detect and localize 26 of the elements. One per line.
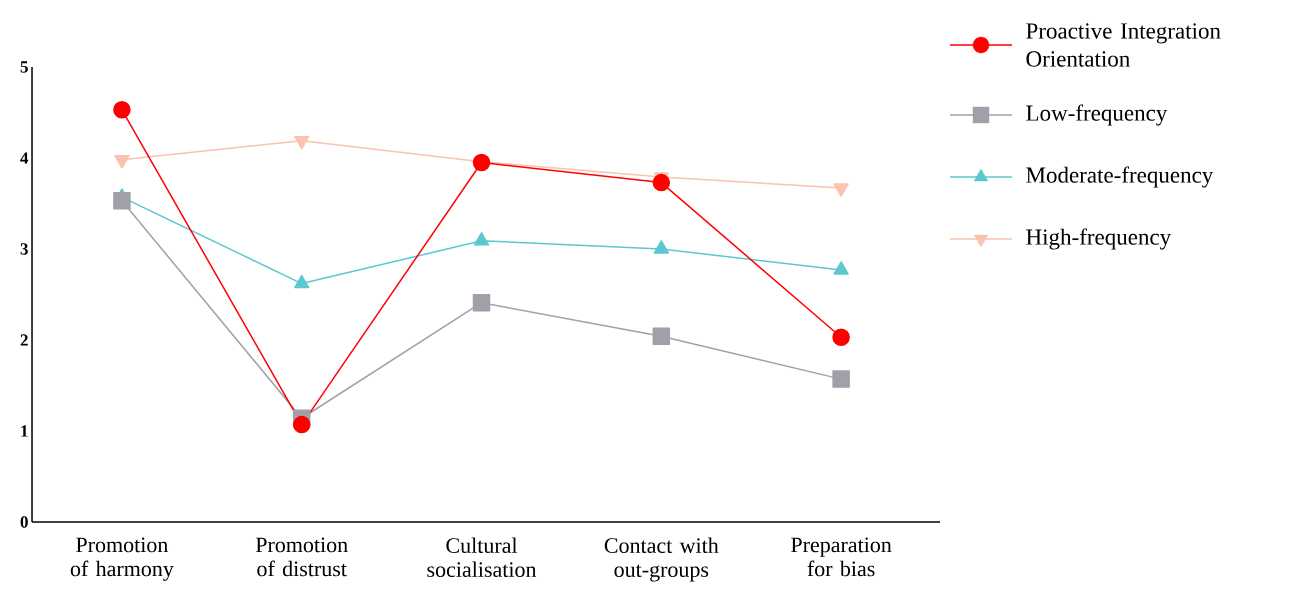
point	[292, 415, 311, 434]
x-tick-label: Promotion of harmony	[70, 537, 174, 581]
legend-label: Moderate-frequency	[1026, 166, 1214, 188]
y-tick-label: 0	[20, 516, 28, 528]
legend-label: Low-frequency	[1026, 104, 1168, 126]
point	[652, 327, 671, 346]
point	[833, 183, 849, 197]
x-tick-label: Cultural socialisation	[427, 537, 537, 577]
y-tick-label: 3	[20, 243, 28, 255]
point	[294, 135, 310, 150]
point	[113, 192, 131, 210]
y-tick-label: 5	[20, 61, 28, 73]
y-tick-label: 4	[20, 152, 29, 164]
x-tick-label: Contact with out-groups	[604, 537, 719, 582]
x-tick-label: Preparation for bias	[791, 537, 892, 577]
legend-label: High-frequency	[1026, 228, 1172, 250]
y-tick-label: 2	[20, 334, 28, 346]
legend-label: Proactive Integration Orientation	[1026, 23, 1221, 67]
point	[832, 370, 850, 388]
point	[114, 155, 130, 169]
point	[113, 101, 131, 119]
point	[652, 173, 671, 192]
x-tick-label: Promotion of distrust	[255, 537, 348, 577]
point	[832, 328, 850, 347]
point	[472, 293, 491, 312]
y-tick-label: 1	[21, 425, 28, 437]
